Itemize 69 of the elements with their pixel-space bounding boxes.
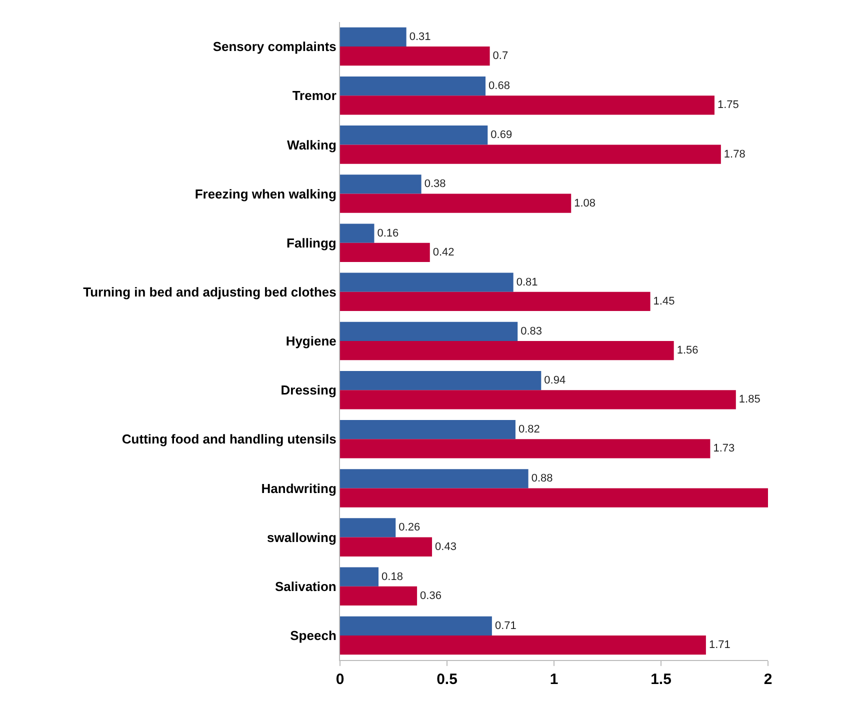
bar <box>340 126 488 145</box>
y-tick-label: Dressing <box>280 382 336 398</box>
data-label: 0.16 <box>377 227 399 240</box>
data-label: 0.7 <box>492 50 508 62</box>
data-label: 0.69 <box>490 129 512 142</box>
bar <box>340 586 418 606</box>
bar <box>340 174 422 194</box>
data-label: 1.78 <box>724 148 746 160</box>
x-tick-label: 1 <box>550 671 558 688</box>
bar <box>340 537 432 556</box>
bar <box>340 224 374 243</box>
data-label: 1.73 <box>713 442 735 455</box>
bar <box>340 46 490 66</box>
bar <box>340 635 706 655</box>
y-tick-label: Freezing when walking <box>194 186 336 202</box>
x-tick-label: 0.5 <box>436 671 458 688</box>
bar <box>340 567 379 586</box>
data-label: 1.56 <box>676 344 698 357</box>
data-label: 0.26 <box>398 522 420 534</box>
bar <box>340 76 486 96</box>
data-label: 1.08 <box>574 197 596 210</box>
x-tick-label: 1.5 <box>650 671 672 688</box>
data-label: 0.71 <box>494 620 516 632</box>
data-label: 1.85 <box>738 394 760 406</box>
y-tick-label: Cutting food and handling utensils <box>122 432 336 447</box>
data-label: 0.94 <box>544 374 566 387</box>
data-label: 0.82 <box>518 424 540 436</box>
bar <box>340 390 736 410</box>
data-label: 0.83 <box>520 325 542 338</box>
y-tick-label: Handwriting <box>261 480 336 496</box>
y-tick-label: Walking <box>287 137 336 152</box>
bar <box>340 292 650 312</box>
bar <box>340 341 674 360</box>
bar <box>340 242 430 262</box>
data-label: 0.38 <box>424 178 446 190</box>
y-tick-label: swallowing <box>267 530 336 545</box>
data-label: 0.68 <box>488 80 510 92</box>
data-label: 1.45 <box>653 295 675 308</box>
x-tick-label: 2 <box>764 671 772 688</box>
bar <box>340 194 572 213</box>
bar <box>340 96 714 115</box>
data-label: 0.18 <box>382 570 403 583</box>
y-tick-label: Salivation <box>274 578 336 594</box>
y-tick-label: Sensory complaints <box>212 39 336 54</box>
bar <box>340 370 542 390</box>
bar <box>340 27 406 47</box>
bar <box>340 469 528 488</box>
bar <box>340 272 514 292</box>
y-tick-label: Fallingg <box>286 235 336 250</box>
bar <box>340 420 516 440</box>
data-label: 0.31 <box>409 30 431 43</box>
data-label: 1.75 <box>718 99 739 112</box>
data-label: 0.43 <box>435 540 456 553</box>
data-label: 0.81 <box>516 276 538 288</box>
bar <box>340 518 396 538</box>
y-tick-label: Turning in bed and adjusting bed clothes <box>83 284 336 300</box>
bar <box>340 616 492 636</box>
data-label: 0.36 <box>420 590 442 602</box>
y-tick-label: Tremor <box>292 88 336 104</box>
y-tick-label: Hygiene <box>286 334 336 349</box>
data-label: 0.88 <box>531 472 553 485</box>
bar <box>340 488 768 508</box>
bar <box>340 322 518 341</box>
y-tick-label: Speech <box>290 628 336 644</box>
data-label: 1.71 <box>708 639 730 652</box>
x-tick-label: 0 <box>336 671 344 688</box>
data-label: 0.42 <box>432 246 454 258</box>
bar <box>340 439 710 458</box>
bar <box>340 144 721 164</box>
